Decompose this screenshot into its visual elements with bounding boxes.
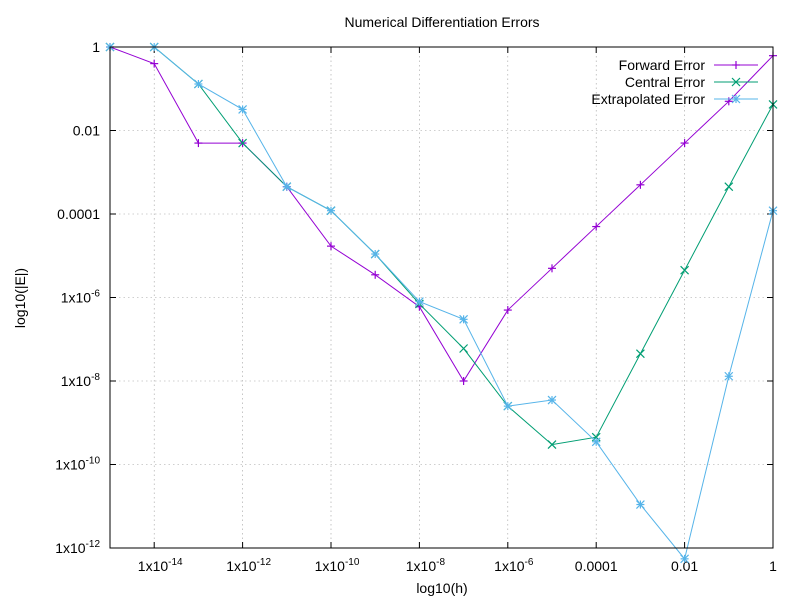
series-line bbox=[110, 46, 774, 560]
series-line bbox=[109, 46, 774, 382]
data-point bbox=[282, 182, 292, 192]
data-point bbox=[503, 306, 512, 315]
data-point bbox=[238, 138, 248, 148]
x-axis-label: log10(h) bbox=[416, 580, 467, 596]
y-tick-label: 1x10-12 bbox=[55, 539, 100, 556]
data-point bbox=[371, 270, 380, 279]
data-point bbox=[635, 349, 645, 359]
legend-label: Forward Error bbox=[619, 57, 706, 73]
data-point bbox=[327, 242, 335, 251]
y-tick-label: 1x10-10 bbox=[55, 456, 100, 473]
data-point bbox=[680, 265, 690, 275]
data-point bbox=[636, 180, 645, 189]
axis-ticks: 1x10-14 1x10-12 1x10-10 1x10-8 1x10-6 0.0001 0… bbox=[55, 39, 777, 574]
y-tick-label: 0.01 bbox=[73, 123, 100, 139]
x-tick-label: 1 bbox=[769, 558, 777, 574]
y-tick-label: 0.0001 bbox=[57, 206, 100, 222]
legend-marker bbox=[731, 77, 741, 87]
legend-item: Extrapolated Error bbox=[591, 91, 758, 107]
x-tick-label: 1x10-14 bbox=[138, 557, 183, 574]
x-tick-label: 1x10-12 bbox=[226, 557, 271, 574]
legend-marker bbox=[731, 94, 741, 104]
data-point bbox=[547, 440, 557, 450]
y-axis-label: log10(|E|) bbox=[12, 268, 28, 328]
x-tick-label: 1x10-6 bbox=[494, 557, 534, 574]
series-layer bbox=[105, 42, 778, 564]
data-point bbox=[326, 206, 336, 216]
series-extrapolated-error bbox=[105, 42, 778, 564]
data-point bbox=[724, 182, 734, 192]
y-tick-label: 1x10-8 bbox=[61, 372, 101, 389]
plot-frame bbox=[109, 46, 774, 549]
data-point bbox=[459, 314, 469, 324]
data-point bbox=[635, 500, 645, 509]
chart-title: Numerical Differentiation Errors bbox=[344, 14, 539, 30]
data-point bbox=[150, 59, 159, 68]
data-point bbox=[724, 371, 734, 381]
x-tick-label: 0.0001 bbox=[575, 558, 618, 574]
data-point bbox=[370, 249, 380, 259]
grid bbox=[110, 47, 773, 548]
data-point bbox=[503, 401, 513, 411]
data-point bbox=[193, 79, 203, 89]
x-tick-label: 0.01 bbox=[671, 558, 698, 574]
data-point bbox=[591, 437, 601, 447]
data-point bbox=[238, 104, 248, 114]
legend-label: Central Error bbox=[625, 74, 705, 90]
data-point bbox=[547, 395, 557, 405]
legend-item: Central Error bbox=[625, 74, 758, 90]
legend-marker bbox=[732, 61, 740, 69]
y-tick-label: 1x10-6 bbox=[61, 289, 101, 306]
data-point bbox=[680, 139, 689, 148]
legend-item: Forward Error bbox=[619, 57, 758, 73]
data-point bbox=[548, 264, 556, 273]
data-point bbox=[592, 222, 601, 231]
data-point bbox=[194, 139, 203, 148]
series-line bbox=[110, 46, 774, 446]
data-point bbox=[459, 377, 468, 385]
x-tick-label: 1x10-8 bbox=[406, 557, 446, 574]
legend-label: Extrapolated Error bbox=[591, 91, 705, 107]
data-point bbox=[459, 344, 469, 353]
data-point bbox=[414, 297, 424, 306]
data-point bbox=[680, 554, 690, 564]
y-tick-label: 1 bbox=[92, 39, 100, 55]
x-tick-label: 1x10-10 bbox=[315, 557, 360, 574]
